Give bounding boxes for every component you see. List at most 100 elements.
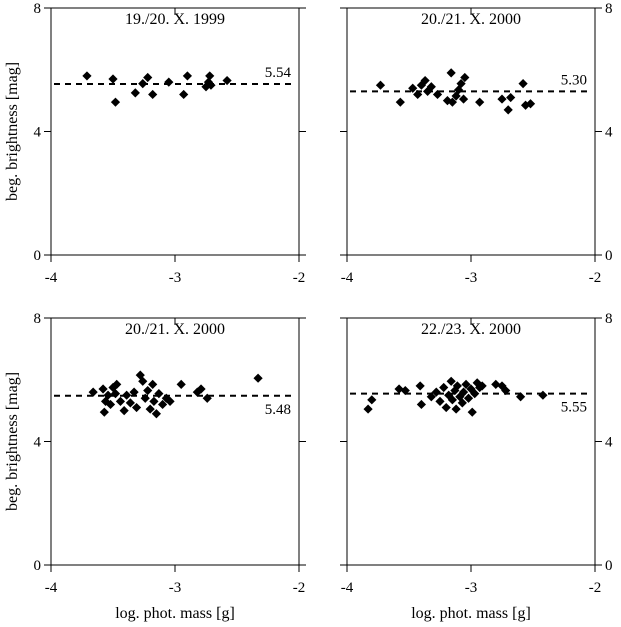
data-point bbox=[413, 89, 423, 100]
x-axis-label: log. phot. mass [g] bbox=[411, 605, 531, 622]
y-tick-label: 4 bbox=[605, 435, 613, 451]
y-axis-label: beg. brightness [mag] bbox=[4, 62, 21, 201]
data-point bbox=[446, 376, 456, 386]
panel-title: 20./21. X. 2000 bbox=[421, 11, 521, 28]
panel-2: -4 -3 -20 4 8 20./21. X. 2000 5.30 bbox=[340, 1, 613, 286]
data-point bbox=[108, 74, 118, 84]
data-point bbox=[461, 379, 471, 389]
data-point bbox=[457, 398, 467, 408]
data-point bbox=[161, 393, 171, 403]
data-point bbox=[143, 385, 153, 396]
data-point bbox=[416, 80, 426, 90]
panel-3: -4 -3 -2 0 4 8 20./21. X. 2000 5.48 beg. brightn… bbox=[4, 311, 306, 622]
data-point bbox=[130, 88, 140, 98]
data-point bbox=[435, 396, 445, 406]
data-point bbox=[439, 382, 449, 393]
data-point bbox=[516, 392, 526, 402]
data-point bbox=[115, 396, 126, 406]
x-tick-label: -4 bbox=[45, 270, 58, 286]
x-tick-label: -2 bbox=[293, 270, 306, 286]
data-point bbox=[416, 399, 426, 410]
data-point bbox=[158, 399, 168, 410]
y-tick-label: 0 bbox=[34, 558, 42, 574]
data-point bbox=[431, 387, 441, 397]
data-point bbox=[363, 404, 373, 414]
data-point bbox=[441, 402, 451, 413]
data-point bbox=[105, 399, 116, 410]
data-point bbox=[164, 77, 174, 87]
y-tick-label: 0 bbox=[605, 248, 613, 264]
data-point bbox=[88, 387, 98, 397]
data-point bbox=[423, 86, 433, 96]
data-point bbox=[518, 79, 528, 89]
data-point bbox=[151, 409, 161, 419]
data-point bbox=[135, 370, 145, 380]
data-point bbox=[451, 404, 461, 414]
x-tick-label: -2 bbox=[293, 580, 306, 596]
data-point bbox=[143, 72, 153, 83]
data-point bbox=[458, 387, 469, 397]
panel-title: 19./20. X. 1999 bbox=[125, 11, 225, 28]
panel-title: 20./21. X. 2000 bbox=[125, 321, 225, 338]
data-point bbox=[497, 94, 507, 104]
data-point bbox=[525, 99, 536, 109]
data-point bbox=[98, 384, 108, 394]
data-point bbox=[122, 390, 132, 400]
panel-title: 22./23. X. 2000 bbox=[421, 321, 521, 338]
data-point bbox=[138, 79, 148, 89]
data-point bbox=[447, 97, 457, 107]
x-tick-label: -3 bbox=[169, 270, 182, 286]
data-point bbox=[154, 389, 164, 399]
x-tick-label: -3 bbox=[465, 270, 478, 286]
plot-frame bbox=[346, 7, 596, 256]
data-point bbox=[129, 387, 139, 397]
y-tick-label: 4 bbox=[605, 125, 613, 141]
x-axis-label: log. phot. mass [g] bbox=[115, 605, 235, 622]
data-point bbox=[192, 387, 202, 397]
plot-frame bbox=[50, 7, 300, 256]
mean-fit-label: 5.54 bbox=[265, 65, 292, 81]
data-point bbox=[179, 89, 189, 100]
data-point bbox=[472, 378, 482, 388]
data-point bbox=[99, 407, 109, 417]
data-point bbox=[375, 80, 386, 90]
data-point bbox=[408, 83, 418, 93]
data-point bbox=[110, 97, 121, 107]
data-point bbox=[501, 385, 511, 396]
y-tick-label: 8 bbox=[34, 1, 42, 17]
data-point bbox=[426, 82, 436, 92]
data-point bbox=[455, 392, 465, 402]
data-point bbox=[475, 97, 485, 107]
mean-fit-label: 5.30 bbox=[561, 72, 587, 88]
data-point bbox=[176, 379, 186, 389]
x-tick-label: -2 bbox=[589, 270, 602, 286]
x-tick-label: -3 bbox=[465, 580, 478, 596]
y-tick-label: 4 bbox=[34, 125, 42, 141]
data-point bbox=[202, 393, 212, 403]
y-tick-label: 4 bbox=[34, 435, 42, 451]
data-point bbox=[205, 71, 215, 81]
data-point bbox=[491, 379, 501, 389]
panel-4: -4 -3 -20 4 8 22./23. X. 2000 5.55 log. phot. m… bbox=[340, 311, 613, 622]
data-point bbox=[503, 105, 513, 115]
data-point bbox=[206, 80, 216, 90]
x-tick-label: -2 bbox=[589, 580, 602, 596]
x-tick-label: -4 bbox=[341, 580, 354, 596]
y-tick-label: 0 bbox=[34, 248, 42, 264]
data-point bbox=[446, 68, 456, 78]
plot-frame bbox=[346, 317, 596, 566]
data-point bbox=[82, 71, 92, 81]
data-point bbox=[426, 392, 436, 402]
data-point bbox=[432, 89, 443, 100]
y-tick-label: 8 bbox=[605, 1, 613, 17]
data-point bbox=[222, 75, 232, 86]
data-point bbox=[112, 379, 122, 389]
data-point bbox=[395, 97, 405, 107]
data-point bbox=[182, 71, 192, 81]
data-point bbox=[138, 376, 148, 386]
data-point bbox=[454, 85, 464, 95]
data-point bbox=[460, 72, 470, 83]
x-tick-label: -4 bbox=[45, 580, 58, 596]
data-point bbox=[148, 89, 158, 100]
data-point bbox=[420, 75, 430, 86]
